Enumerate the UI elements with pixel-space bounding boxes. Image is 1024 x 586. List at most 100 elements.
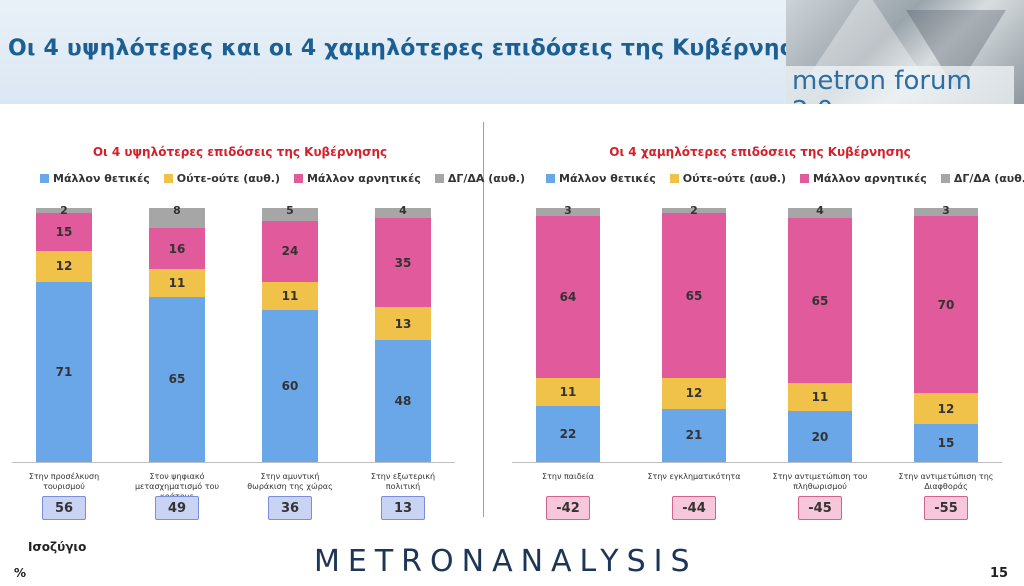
bar-segment-negative: 65 [788,218,852,384]
data-label: 65 [685,288,703,303]
percent-label: % [14,566,27,580]
legend-item-negative: Μάλλον αρνητικές [799,172,927,185]
slide-header: Οι 4 υψηλότερες και οι 4 χαμηλότερες επι… [0,0,1024,104]
legend-item-dk: ΔΓ/ΔΑ (αυθ.) [434,172,525,185]
legend-swatch [799,174,809,183]
balance-label: Ισοζύγιο [28,540,87,554]
bar-segment-positive: 20 [788,411,852,462]
data-label: 12 [937,401,955,416]
bar-segment-neutral: 11 [788,383,852,412]
legend-label: ΔΓ/ΔΑ (αυθ.) [953,172,1024,185]
category-label: Στον ψηφιακό μετασχηματισμό του κράτους [134,472,220,496]
legend-label: ΔΓ/ΔΑ (αυθ.) [447,172,525,185]
bar-segment-neutral: 11 [149,268,205,297]
bar-segment-negative: 64 [536,215,600,379]
balance-value: 49 [155,496,199,520]
balance-value: -42 [546,496,590,520]
bar-segment-positive: 22 [536,406,600,462]
stacked-bar: 60 11 24 5 [262,204,318,462]
chart-legend: Μάλλον θετικές Ούτε-ούτε (αυθ.) Μάλλον αρν… [40,172,525,185]
data-label: 13 [394,316,412,331]
balance-value: -44 [672,496,716,520]
bar-segment-dk: 8 [149,204,205,229]
data-label: 2 [60,204,68,218]
legend-swatch [940,174,950,183]
data-label: 12 [685,386,703,401]
stacked-bar: 48 13 35 4 [375,204,431,462]
legend-swatch [163,174,173,183]
data-label: 71 [55,364,73,379]
bar-segment-positive: 21 [662,408,726,462]
legend-label: Μάλλον αρνητικές [812,172,927,185]
data-label: 60 [281,378,299,393]
data-label: 4 [399,204,407,218]
bar-segment-neutral: 12 [662,378,726,409]
data-label: 11 [559,385,577,400]
stacked-bar: 21 12 65 2 [662,204,726,462]
data-label: 64 [559,289,577,304]
balance-value: 56 [42,496,86,520]
data-label: 15 [55,225,73,240]
category-label: Στην εγκληματικότητα [647,472,741,481]
bar-segment-negative: 15 [36,213,92,252]
stacked-bar: 15 12 70 3 [914,204,978,462]
category-label: Στην παιδεία [542,472,594,481]
data-label: 4 [816,204,824,218]
bar-segment-negative: 16 [149,228,205,269]
metron-analysis-brand: METRONANALYSIS [314,544,698,579]
legend-swatch [546,174,555,183]
legend-label: Μάλλον θετικές [53,172,150,185]
legend-swatch [293,174,303,183]
legend-item-neutral: Ούτε-ούτε (αυθ.) [669,172,786,185]
data-label: 3 [942,204,950,218]
data-label: 48 [394,394,412,409]
bar-segment-dk: 2 [36,204,92,217]
category-label: Στην εξωτερική πολιτική [370,472,436,491]
logo-text: metron forum 2.0 [786,66,1014,104]
bar-segment-negative: 70 [914,215,978,394]
data-label: 8 [173,204,181,218]
bar-segment-negative: 65 [662,213,726,379]
data-label: 11 [811,390,829,405]
chart-baseline [12,462,455,463]
category-label: Στην αντιμετώπιση της Διαφθοράς [898,472,994,491]
data-label: 70 [937,297,955,312]
legend-swatch [434,174,444,183]
data-label: 15 [937,435,955,450]
legend-item-positive: Μάλλον θετικές [40,172,150,185]
balance-value: -55 [924,496,968,520]
data-label: 12 [55,259,73,274]
bar-segment-dk: 3 [914,204,978,217]
slide-title: Οι 4 υψηλότερες και οι 4 χαμηλότερες επι… [8,36,827,61]
category-label: Στην προσέλκυση τουρισμού [28,472,100,491]
data-label: 16 [168,241,186,256]
data-label: 11 [281,288,299,303]
balance-value: 13 [381,496,425,520]
legend-label: Ούτε-ούτε (αυθ.) [176,172,280,185]
bar-segment-neutral: 12 [914,393,978,424]
data-label: 65 [811,293,829,308]
balance-value: -45 [798,496,842,520]
legend-item-dk: ΔΓ/ΔΑ (αυθ.) [940,172,1024,185]
bar-segment-neutral: 12 [36,251,92,282]
legend-item-negative: Μάλλον αρνητικές [293,172,421,185]
bar-segment-positive: 48 [375,340,431,462]
stacked-bar: 65 11 16 8 [149,204,205,462]
data-label: 11 [168,275,186,290]
bar-segment-dk: 4 [788,204,852,219]
bar-segment-dk: 4 [375,204,431,219]
panel-divider [483,122,484,517]
bar-segment-negative: 35 [375,218,431,308]
bar-segment-neutral: 11 [262,281,318,310]
category-label: Στην αμυντική θωράκιση της χώρας [247,472,333,491]
data-label: 65 [168,372,186,387]
data-label: 2 [690,204,698,218]
chart-baseline [512,462,1002,463]
balance-value: 36 [268,496,312,520]
data-label: 5 [286,204,294,218]
chart-title: Οι 4 χαμηλότερες επιδόσεις της Κυβέρνηση… [609,145,911,159]
data-label: 22 [559,427,577,442]
data-label: 35 [394,255,412,270]
data-label: 20 [811,429,829,444]
legend-item-neutral: Ούτε-ούτε (αυθ.) [163,172,280,185]
